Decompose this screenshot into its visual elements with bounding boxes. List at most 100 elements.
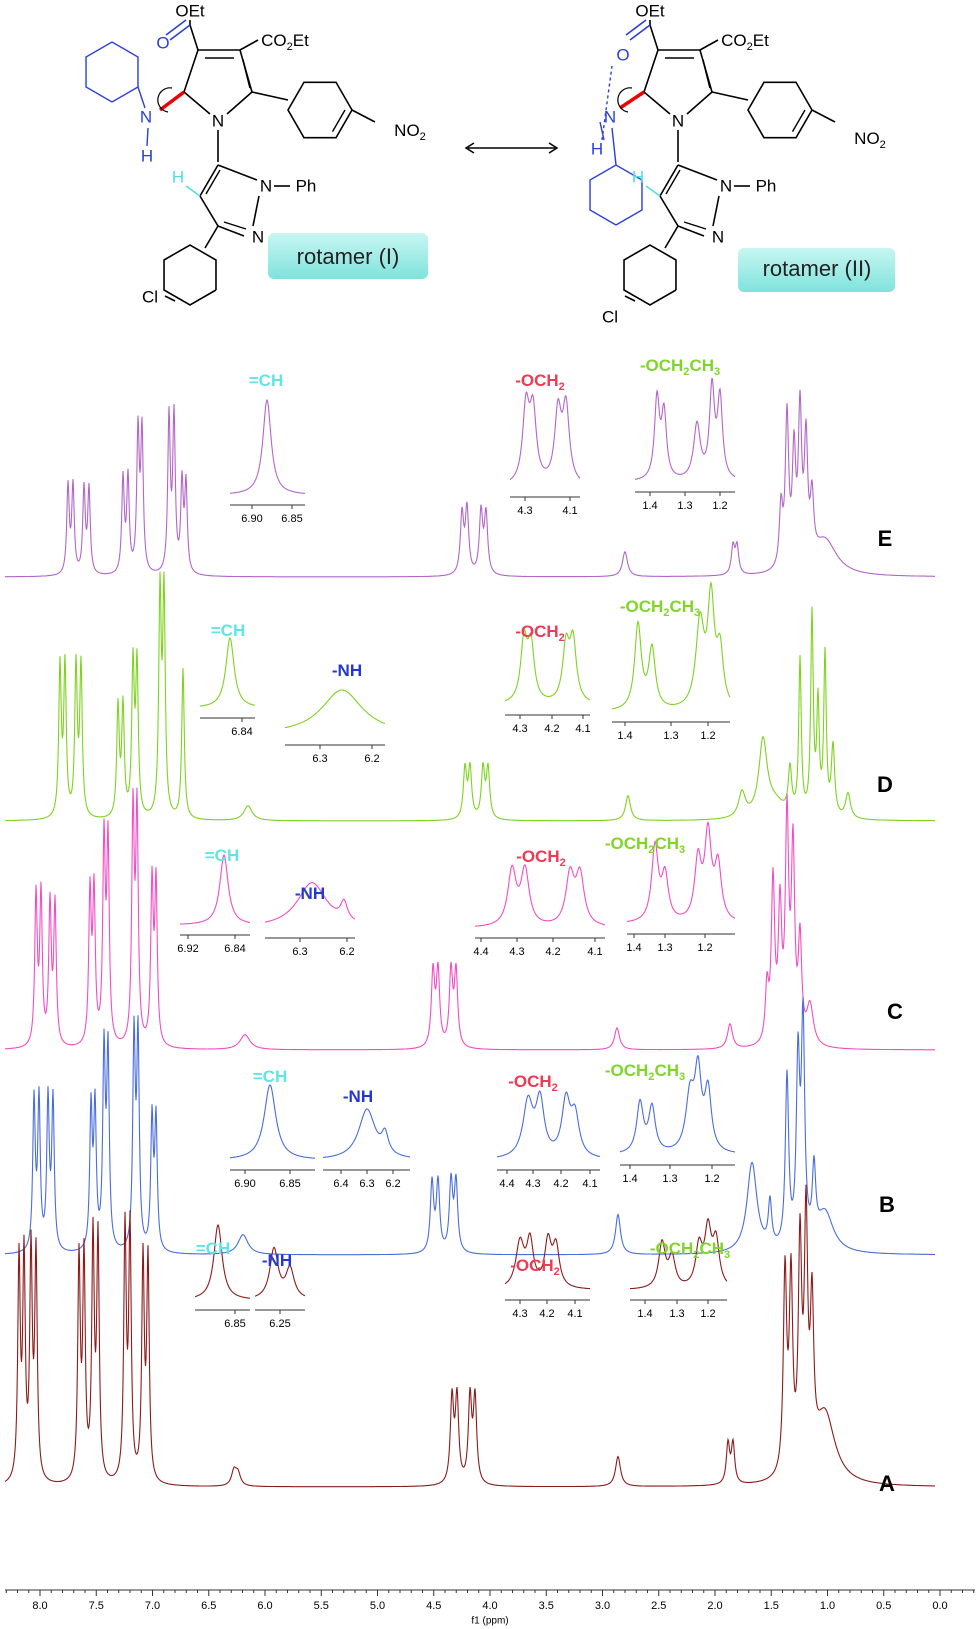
bond <box>643 49 671 115</box>
text-part: CH <box>669 597 694 616</box>
inset-tick-label: 4.3 <box>509 946 524 958</box>
inset-trace <box>496 1090 601 1158</box>
text-part: -OCH <box>605 1061 648 1080</box>
inset-tick-label: 1.3 <box>663 730 678 742</box>
inset-tick-label: 1.2 <box>697 942 712 954</box>
atom-label: CO2Et <box>721 31 769 52</box>
inset-tick-label: 6.3 <box>359 1178 374 1190</box>
subscript: 3 <box>714 366 720 378</box>
inset-tick-label: 4.2 <box>539 1308 554 1320</box>
spectrum-label: E <box>878 526 893 551</box>
rotation-arrow <box>157 87 173 113</box>
bond <box>677 164 718 181</box>
x-tick-label: 3.0 <box>595 1600 610 1612</box>
x-tick-label: 1.5 <box>764 1600 779 1612</box>
atom-label: Ph <box>296 176 317 195</box>
bond <box>137 86 146 109</box>
bond <box>645 185 661 197</box>
inset-trace <box>199 637 256 707</box>
subscript: 2 <box>880 139 886 151</box>
inset-tick-label: 6.2 <box>339 946 354 958</box>
x-tick-label: 1.0 <box>820 1600 835 1612</box>
atom-label: Cl <box>142 287 158 306</box>
inset-tick-label: 1.4 <box>622 1173 637 1185</box>
text-part: CH <box>699 1239 724 1258</box>
bond <box>712 195 720 227</box>
inset-tick-label: 1.4 <box>626 942 641 954</box>
inset-tick-label: 6.4 <box>333 1178 348 1190</box>
text-part: =CH <box>211 621 245 640</box>
x-tick-label: 8.0 <box>32 1600 47 1612</box>
spectrum-label: C <box>887 999 903 1024</box>
atom-label: Cl <box>602 307 618 326</box>
x-tick-label: 2.5 <box>651 1600 666 1612</box>
inset-title: =CH <box>196 1239 230 1258</box>
x-tick-label: 0.5 <box>876 1600 891 1612</box>
inset-title: -OCH2CH3 <box>650 1239 730 1260</box>
text-part: -OCH <box>515 371 558 390</box>
rotamer-label: rotamer (I) <box>297 244 400 269</box>
text-part: -OCH <box>650 1239 693 1258</box>
bond <box>198 49 253 115</box>
bond <box>185 185 201 197</box>
text-part: CH <box>689 356 714 375</box>
atom-label: OEt <box>175 1 205 20</box>
text-part: =CH <box>196 1239 230 1258</box>
inset-tick-label: 1.3 <box>662 1173 677 1185</box>
subscript: 2 <box>554 1266 560 1278</box>
atom-label: H <box>591 139 603 158</box>
inset-trace <box>634 377 736 480</box>
inset-tick-label: 6.3 <box>312 753 327 765</box>
atom-label: H <box>632 167 644 186</box>
inset-tick-label: 4.2 <box>544 723 559 735</box>
subscript: 2 <box>559 381 565 393</box>
subscript: 2 <box>560 857 566 869</box>
atom-label: NO2 <box>854 129 886 150</box>
inset-tick-label: 4.3 <box>512 723 527 735</box>
inset-trace <box>254 1246 306 1297</box>
x-tick-label: 4.0 <box>482 1600 497 1612</box>
text-part: =CH <box>253 1067 287 1086</box>
inset-title: =CH <box>253 1067 287 1086</box>
bond <box>683 221 707 230</box>
subscript: 2 <box>420 131 426 143</box>
text-part: -OCH <box>620 597 663 616</box>
inset-tick-label: 6.2 <box>364 753 379 765</box>
atom-label: Ph <box>756 176 777 195</box>
inset-title: -NH <box>295 884 325 903</box>
bond <box>611 127 617 166</box>
text-part: -OCH <box>515 622 558 641</box>
inset-title: -OCH2CH3 <box>605 834 685 855</box>
inset-trace <box>504 1232 590 1290</box>
x-tick-label: 2.0 <box>707 1600 722 1612</box>
inset-tick-label: 4.1 <box>562 505 577 517</box>
inset-tick-label: 6.85 <box>224 1318 245 1330</box>
spectrum-label: A <box>879 1471 895 1496</box>
atom-label: N <box>712 227 724 246</box>
rotamer-box <box>268 233 428 279</box>
text-part: NO <box>394 121 420 140</box>
inset-tick-label: 4.1 <box>567 1308 582 1320</box>
inset-title: -OCH2 <box>510 1256 560 1277</box>
x-tick-label: 7.5 <box>89 1600 104 1612</box>
inset-tick-label: 1.2 <box>704 1173 719 1185</box>
bond <box>811 109 836 123</box>
inset-trace <box>504 628 591 702</box>
inset-tick-label: 6.90 <box>241 513 262 525</box>
inset-trace <box>229 1084 315 1159</box>
inset-tick-label: 4.2 <box>553 1178 568 1190</box>
bond <box>702 59 711 89</box>
atom-label: H <box>172 167 184 186</box>
rotamer-box <box>738 248 895 292</box>
text-part: CO <box>721 31 747 50</box>
bond <box>599 121 605 141</box>
text-part: Et <box>753 31 769 50</box>
bond <box>146 127 149 147</box>
inset-trace <box>475 864 606 927</box>
x-axis-label: f1 (ppm) <box>471 1616 508 1627</box>
bond <box>239 39 259 51</box>
bond <box>204 225 219 249</box>
text-part: -OCH <box>640 356 683 375</box>
atom-label: N <box>720 176 732 195</box>
bond <box>659 164 705 237</box>
